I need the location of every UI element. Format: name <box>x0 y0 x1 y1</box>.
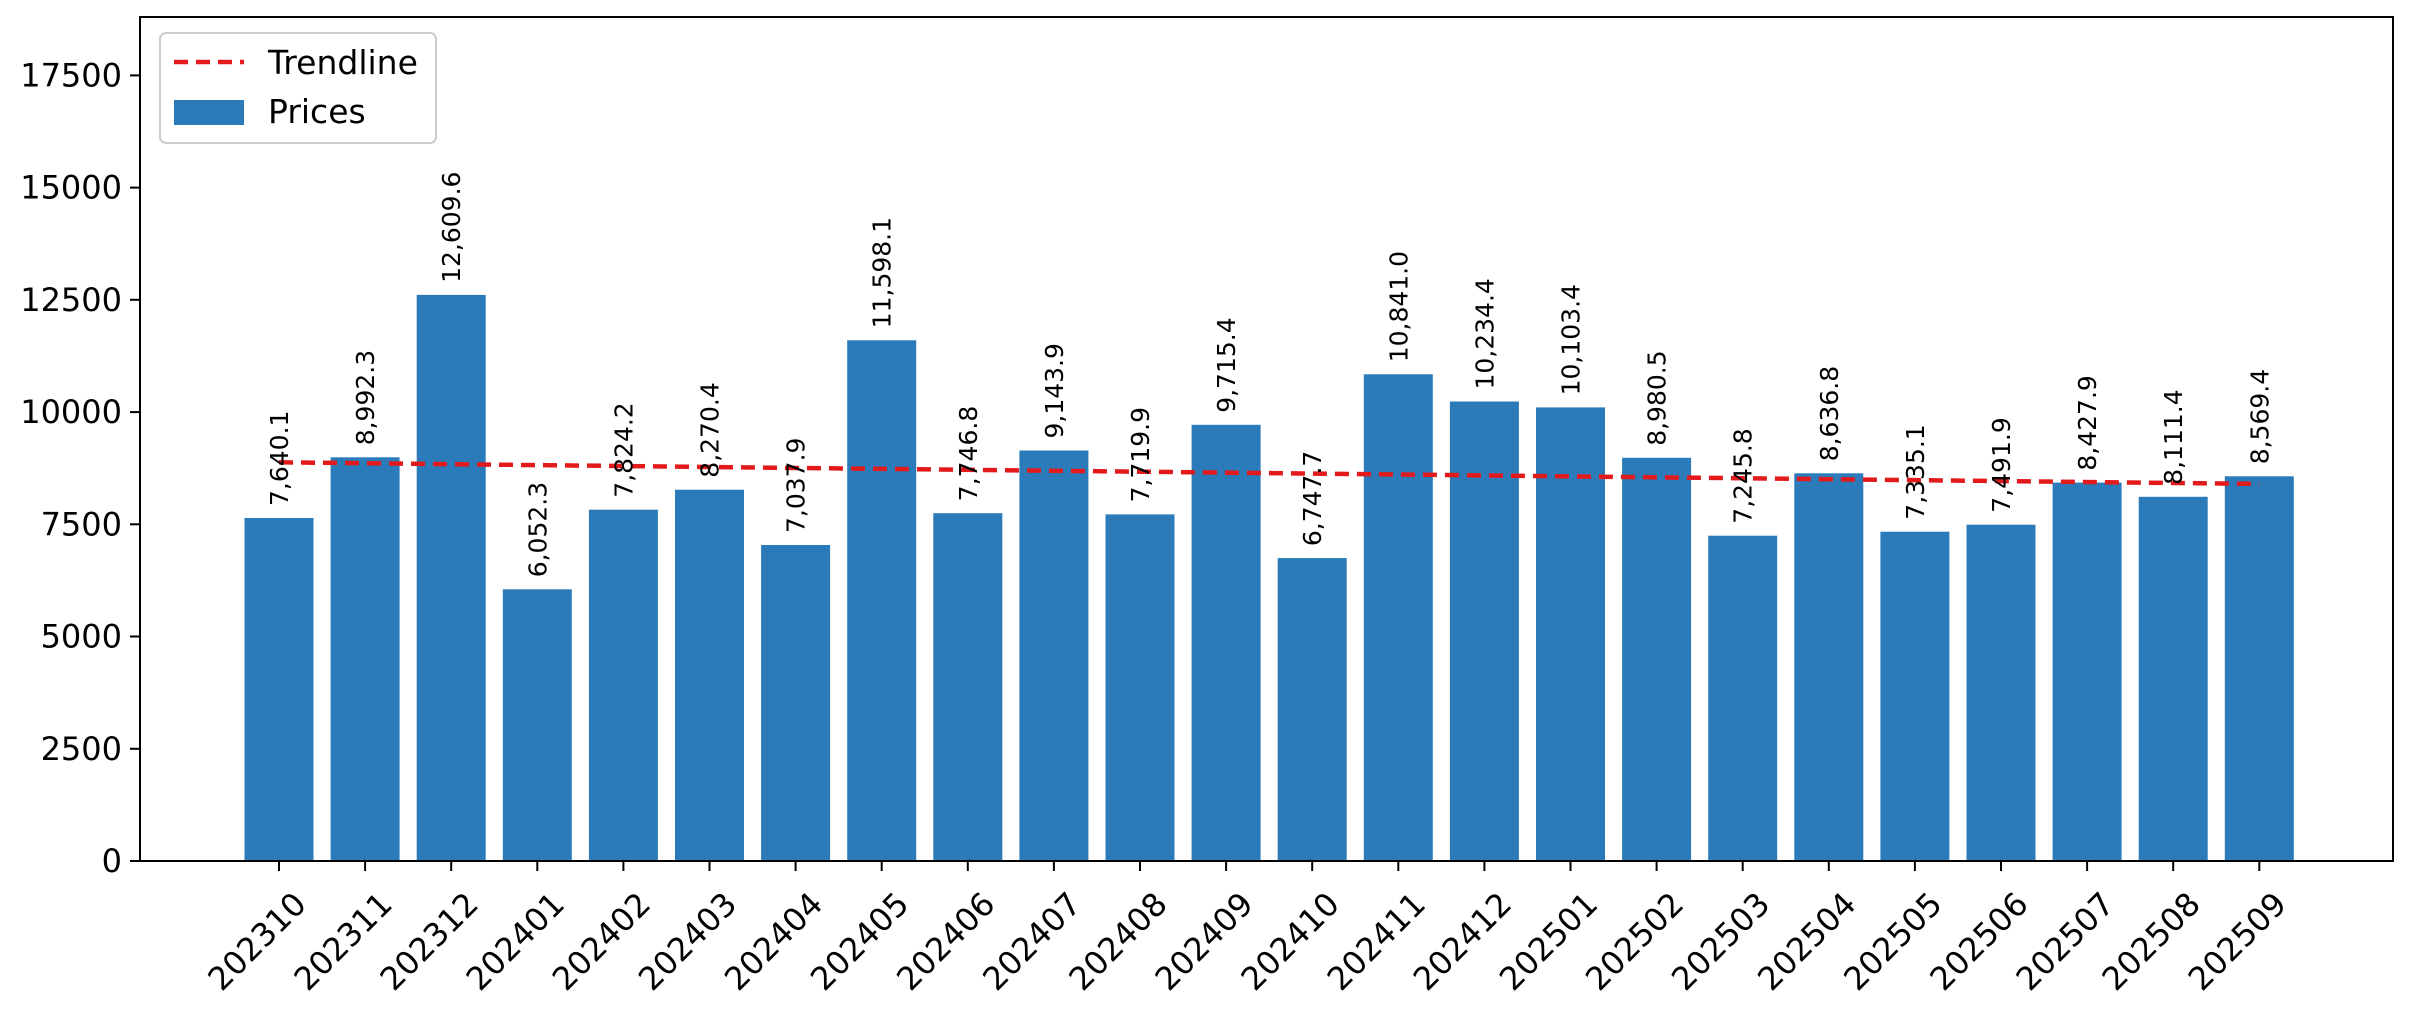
bar-202406 <box>933 513 1003 861</box>
bar-value-label: 7,640.1 <box>265 411 294 506</box>
bar-202507 <box>2052 482 2122 861</box>
y-tick-label: 7500 <box>41 505 122 543</box>
bar-202310 <box>244 518 314 861</box>
bar-202502 <box>1622 457 1692 861</box>
bar-value-label: 8,636.8 <box>1815 366 1844 461</box>
bar-labels-layer: 7,640.1 8,992.3 12,609.6 6,052.3 7,824.2 8,27… <box>265 172 2274 578</box>
bar-202407 <box>1019 450 1089 861</box>
bar-value-label: 10,103.4 <box>1557 284 1586 395</box>
y-tick-label: 15000 <box>20 169 122 207</box>
bar-202501 <box>1536 407 1605 861</box>
bar-value-label: 7,746.8 <box>954 406 983 501</box>
y-tick-label: 10000 <box>20 393 122 431</box>
bar-value-label: 6,747.7 <box>1298 451 1327 546</box>
y-tick-label: 2500 <box>41 730 122 768</box>
bar-202411 <box>1363 374 1433 861</box>
bar-value-label: 10,234.4 <box>1470 278 1499 389</box>
y-tick-label: 17500 <box>20 56 122 94</box>
bar-value-label: 8,111.4 <box>2159 389 2188 484</box>
y-axis: 0 2500 5000 7500 10000 12500 15000 17500 <box>20 56 140 880</box>
legend: Trendline Prices <box>159 32 437 144</box>
bar-202405 <box>847 340 917 861</box>
bar-202412 <box>1449 401 1519 861</box>
bar-value-label: 8,980.5 <box>1643 350 1672 445</box>
bar-202408 <box>1105 514 1175 861</box>
y-tick-label: 5000 <box>41 618 122 656</box>
y-tick-label: 0 <box>102 842 122 880</box>
bars-layer <box>244 294 2294 861</box>
bar-202506 <box>1966 524 2036 861</box>
y-tick-label: 12500 <box>20 281 122 319</box>
bar-value-label: 9,715.4 <box>1212 317 1241 412</box>
bar-202402 <box>588 509 658 861</box>
bar-value-label: 8,270.4 <box>696 382 725 477</box>
bar-202401 <box>502 589 572 861</box>
bar-value-label: 7,245.8 <box>1729 428 1758 523</box>
bar-value-label: 11,598.1 <box>868 217 897 328</box>
bar-202508 <box>2138 496 2208 861</box>
bar-value-label: 7,335.1 <box>1901 424 1930 519</box>
bar-value-label: 8,992.3 <box>351 350 380 445</box>
bar-value-label: 8,427.9 <box>2073 375 2102 470</box>
bar-value-label: 7,037.9 <box>782 438 811 533</box>
bar-202409 <box>1191 424 1261 861</box>
legend-trendline-label: Trendline <box>267 43 418 82</box>
bar-value-label: 10,841.0 <box>1384 251 1413 362</box>
bar-202505 <box>1880 531 1950 861</box>
bar-value-label: 7,824.2 <box>609 402 638 497</box>
bar-value-label: 6,052.3 <box>523 482 552 577</box>
bar-value-label: 7,491.9 <box>1987 417 2016 512</box>
bar-202311 <box>330 457 400 861</box>
bar-value-label: 12,609.6 <box>437 172 466 283</box>
bar-202312 <box>416 294 486 861</box>
trend-layer <box>278 460 2260 487</box>
bar-202404 <box>761 545 831 861</box>
bar-202504 <box>1794 473 1864 861</box>
bar-value-label: 9,143.9 <box>1040 343 1069 438</box>
trendline <box>278 460 2260 487</box>
bar-202403 <box>675 489 744 861</box>
bar-value-label: 7,719.9 <box>1126 407 1155 502</box>
legend-prices-swatch <box>174 100 244 125</box>
bar-value-label: 8,569.4 <box>2245 369 2274 464</box>
bar-202503 <box>1708 535 1778 861</box>
plot-frame <box>139 16 2394 862</box>
bar-202410 <box>1277 558 1347 861</box>
legend-prices-label: Prices <box>268 92 366 131</box>
bar-202509 <box>2224 476 2294 861</box>
